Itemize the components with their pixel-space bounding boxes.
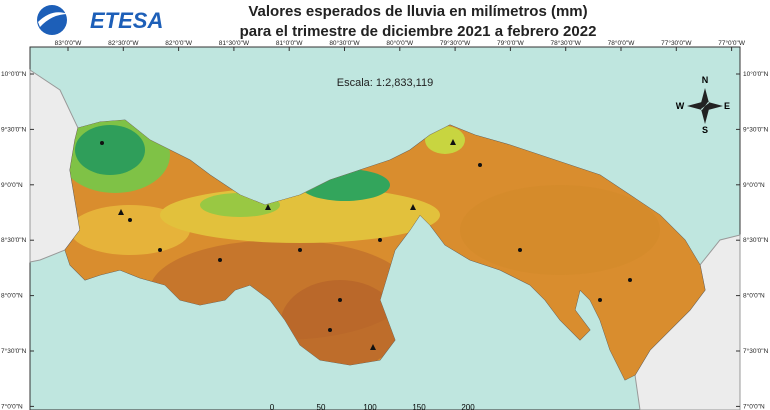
- scale-bar-label: 50: [317, 403, 326, 410]
- lon-label: 78°30'0"W: [551, 39, 582, 47]
- lon-label: 79°30'0"W: [440, 39, 471, 47]
- lon-label: 80°0'0"W: [386, 39, 414, 47]
- lat-label: 10°0'0"N: [743, 70, 769, 78]
- lon-label: 77°0'0"W: [718, 39, 746, 47]
- lat-label: 7°30'0"N: [1, 347, 27, 355]
- graticule: 83°0'0"W 82°30'0"W 82°0'0"W 81°30'0"W 81°0'0…: [1, 39, 769, 410]
- title: para el trimestre de diciembre 2021 a fe…: [240, 23, 597, 40]
- lat-label: 10°0'0"N: [1, 70, 27, 78]
- lat-label: 9°30'0"N: [1, 125, 27, 133]
- logo-text: ETESA: [90, 8, 163, 33]
- lat-label: 8°30'0"N: [1, 236, 27, 244]
- compass-e: E: [724, 101, 730, 111]
- lon-label: 83°0'0"W: [55, 39, 83, 47]
- lon-label: 78°0'0"W: [608, 39, 636, 47]
- scale-bar-label: 0: [270, 403, 275, 410]
- lon-label: 80°30'0"W: [329, 39, 360, 47]
- lat-label: 7°0'0"N: [1, 402, 23, 410]
- scale-bar-label: 100: [363, 403, 377, 410]
- lon-label: 81°0'0"W: [276, 39, 304, 47]
- lat-label: 8°30'0"N: [743, 236, 769, 244]
- scale-bar-label: 200: [461, 403, 475, 410]
- lat-label: 9°0'0"N: [743, 181, 765, 189]
- lat-label: 9°30'0"N: [743, 125, 769, 133]
- compass-n: N: [702, 75, 709, 85]
- compass-s: S: [702, 125, 708, 135]
- logo: ETESA: [37, 5, 163, 35]
- lon-label: 81°30'0"W: [219, 39, 250, 47]
- title: Valores esperados de lluvia en milímetro…: [248, 3, 587, 20]
- lon-label: 79°0'0"W: [497, 39, 525, 47]
- stations: [100, 139, 632, 350]
- map: Escala: 1:2,833,119 N S W E 83°0'0"W 82°3…: [1, 39, 769, 410]
- compass: N S W E: [676, 75, 730, 135]
- lon-label: 82°0'0"W: [165, 39, 193, 47]
- lat-label: 7°0'0"N: [743, 402, 765, 410]
- lat-label: 8°0'0"N: [743, 292, 765, 300]
- lat-label: 7°30'0"N: [743, 347, 769, 355]
- lat-label: 9°0'0"N: [1, 181, 23, 189]
- lat-label: 8°0'0"N: [1, 292, 23, 300]
- map-scale: Escala: 1:2,833,119: [337, 77, 433, 89]
- lon-label: 82°30'0"W: [108, 39, 139, 47]
- compass-w: W: [676, 101, 685, 111]
- lon-label: 77°30'0"W: [661, 39, 692, 47]
- scale-bar-label: 150: [412, 403, 426, 410]
